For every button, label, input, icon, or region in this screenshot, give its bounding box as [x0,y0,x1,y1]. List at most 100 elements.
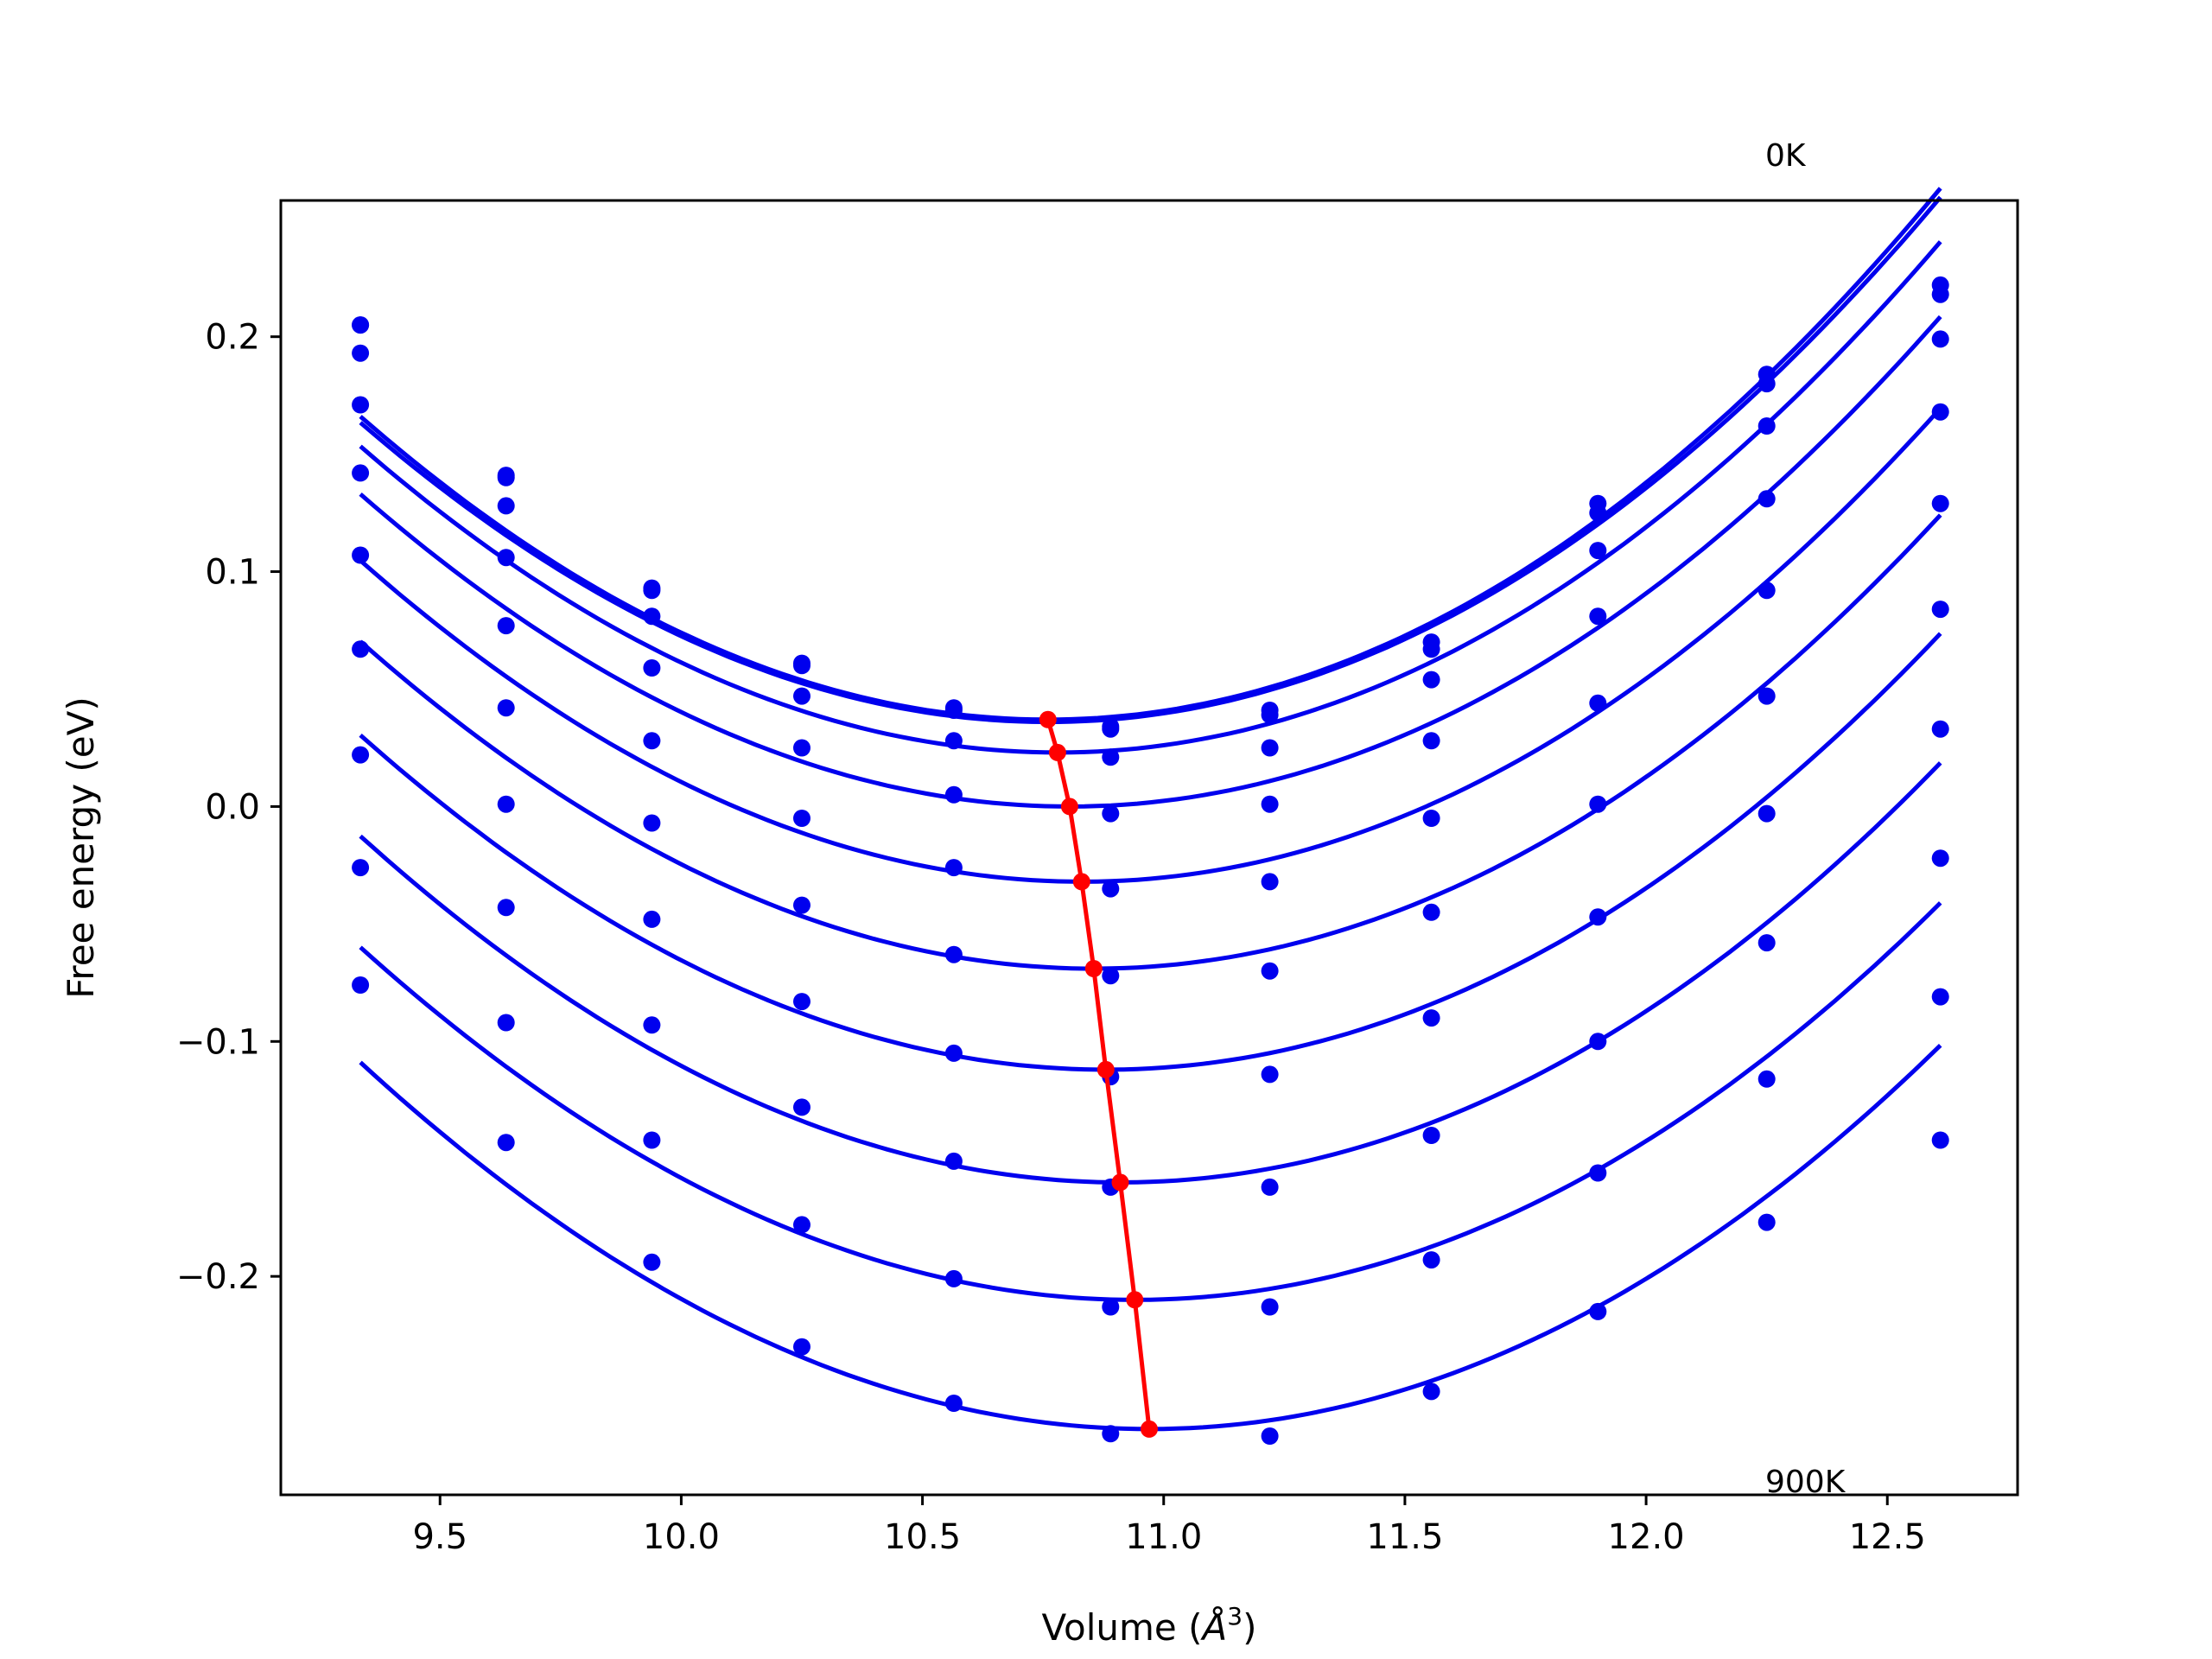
data-point [1422,1382,1440,1401]
data-point [944,702,963,719]
x-tick-label: 9.5 [412,1517,467,1557]
data-point [1589,694,1607,712]
minimum-point [1072,873,1090,891]
minimum-point [1111,1173,1129,1192]
data-point [643,1131,661,1149]
data-point [1102,1425,1120,1443]
fit-curve-7 [359,632,1942,1072]
data-point [1931,403,1949,421]
minimum-point [1060,798,1078,816]
y-tick-label: −0.1 [176,1022,260,1062]
data-point [1261,1427,1279,1445]
fit-curves [359,187,1942,1432]
data-point [352,746,370,764]
y-tick-label: 0.2 [205,318,260,358]
data-point [793,1216,810,1234]
data-point [1102,880,1120,898]
fit-curve-8 [359,761,1942,1185]
data-point [1261,1178,1279,1196]
data-point [793,896,810,914]
data-point [497,549,515,567]
fit-curve-6 [359,513,1942,971]
data-point [1261,1065,1279,1084]
data-point [643,607,661,626]
data-point [643,582,661,600]
data-point [793,1098,810,1116]
data-point [1261,962,1279,980]
data-point [352,859,370,877]
data-point [497,497,515,515]
minimum-point [1141,1420,1158,1438]
annotation-top: 0K [1765,138,1807,174]
data-point [497,1014,515,1032]
data-point [1931,494,1949,512]
data-point [352,344,370,362]
data-point [352,976,370,994]
data-point [793,739,810,757]
data-point [1261,795,1279,813]
data-point [1261,1298,1279,1316]
x-tick-label: 10.0 [643,1517,720,1557]
data-point [1422,810,1440,827]
data-point [944,859,963,877]
fit-curve-4 [359,315,1942,809]
data-point [793,1338,810,1356]
data-point [643,1016,661,1034]
data-point [1758,490,1776,508]
data-point [1261,706,1279,724]
data-point [793,657,810,675]
minimum-point [1084,960,1103,977]
data-point [1422,1127,1440,1144]
data-point [1422,903,1440,921]
data-point [1931,988,1949,1006]
data-point [1589,795,1607,813]
data-point [1102,1298,1120,1316]
data-point [1589,607,1607,626]
data-point [1758,582,1776,600]
data-point [1589,908,1607,926]
data-point [1758,804,1776,823]
x-tick-label: 11.0 [1125,1517,1202,1557]
data-point [352,396,370,414]
data-point [1102,804,1120,823]
plot-frame [279,199,2019,1497]
data-point [1422,1251,1440,1269]
data-point [944,1044,963,1062]
y-tick-label: 0.0 [205,787,260,827]
data-point [643,732,661,750]
x-axis-unit: Å [1200,1605,1228,1649]
data-point [497,795,515,813]
data-point [643,910,661,928]
data-point [1261,873,1279,891]
data-point [1261,739,1279,757]
annotation-bottom: 900K [1765,1465,1847,1500]
data-point [352,464,370,482]
y-axis-ticks: −0.2 −0.1 0.0 0.1 0.2 [176,318,281,1297]
data-point [643,814,661,832]
fit-curve-1 [359,187,1942,722]
data-point [1931,1131,1949,1149]
minima-line [1039,710,1158,1438]
data-point [793,993,810,1011]
fit-curve-9 [359,901,1942,1302]
data-point [497,468,515,486]
data-point [1758,1070,1776,1088]
data-point [1758,375,1776,393]
data-point [944,945,963,963]
data-point [944,785,963,804]
data-point [643,1253,661,1271]
x-tick-label: 10.5 [884,1517,961,1557]
data-point [1102,967,1120,985]
data-point [643,659,661,677]
minimum-point [1039,710,1057,728]
data-point [944,1395,963,1412]
data-point [1931,285,1949,303]
data-point [1931,849,1949,868]
x-axis-label-close: ) [1243,1606,1256,1649]
x-tick-label: 11.5 [1366,1517,1443,1557]
data-point [793,687,810,705]
data-point [1758,934,1776,952]
data-point [497,1134,515,1152]
